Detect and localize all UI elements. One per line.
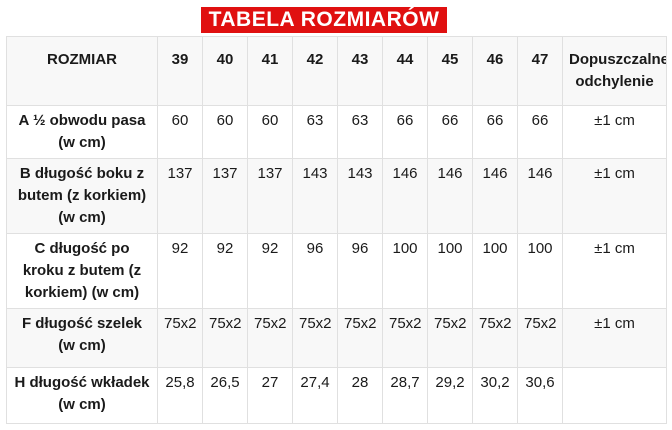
value-cell: 96 xyxy=(337,233,383,309)
header-row: ROZMIAR 39 40 41 42 43 44 45 46 47 Dopuszczalne od… xyxy=(6,36,667,106)
value-cell: 25,8 xyxy=(157,367,203,424)
column-header-size-47: 47 xyxy=(517,36,563,106)
size-table: ROZMIAR 39 40 41 42 43 44 45 46 47 Dopuszczalne od… xyxy=(6,36,667,424)
deviation-cell: ±1 cm xyxy=(562,105,667,159)
value-cell: 100 xyxy=(382,233,428,309)
deviation-cell: ±1 cm xyxy=(562,158,667,234)
column-header-size-45: 45 xyxy=(427,36,473,106)
value-cell: 63 xyxy=(337,105,383,159)
banner-container: TABELA ROZMIARÓW xyxy=(6,7,666,33)
value-cell: 137 xyxy=(157,158,203,234)
table-row: B długość boku z butem (z korkiem) (w cm… xyxy=(6,158,667,234)
value-cell: 146 xyxy=(427,158,473,234)
column-header-size-39: 39 xyxy=(157,36,203,106)
deviation-cell: ±1 cm xyxy=(562,233,667,309)
row-label: B długość boku z butem (z korkiem) (w cm… xyxy=(6,158,158,234)
table-row: C długość po kroku z butem (z korkiem) (… xyxy=(6,233,667,309)
row-label: F długość szelek (w cm) xyxy=(6,308,158,368)
value-cell: 100 xyxy=(427,233,473,309)
value-cell: 66 xyxy=(517,105,563,159)
value-cell: 100 xyxy=(472,233,518,309)
column-header-rozmiar: ROZMIAR xyxy=(6,36,158,106)
value-cell: 75x2 xyxy=(472,308,518,368)
column-header-size-46: 46 xyxy=(472,36,518,106)
value-cell: 30,2 xyxy=(472,367,518,424)
row-label: A ½ obwodu pasa (w cm) xyxy=(6,105,158,159)
value-cell: 66 xyxy=(427,105,473,159)
value-cell: 30,6 xyxy=(517,367,563,424)
value-cell: 75x2 xyxy=(337,308,383,368)
value-cell: 75x2 xyxy=(202,308,248,368)
value-cell: 26,5 xyxy=(202,367,248,424)
row-label: C długość po kroku z butem (z korkiem) (… xyxy=(6,233,158,309)
value-cell: 60 xyxy=(202,105,248,159)
value-cell: 29,2 xyxy=(427,367,473,424)
value-cell: 27 xyxy=(247,367,293,424)
value-cell: 146 xyxy=(382,158,428,234)
value-cell: 146 xyxy=(472,158,518,234)
column-header-size-40: 40 xyxy=(202,36,248,106)
value-cell: 75x2 xyxy=(292,308,338,368)
value-cell: 75x2 xyxy=(247,308,293,368)
value-cell: 28,7 xyxy=(382,367,428,424)
value-cell: 63 xyxy=(292,105,338,159)
value-cell: 137 xyxy=(202,158,248,234)
value-cell: 92 xyxy=(157,233,203,309)
value-cell: 27,4 xyxy=(292,367,338,424)
column-header-size-41: 41 xyxy=(247,36,293,106)
value-cell: 137 xyxy=(247,158,293,234)
value-cell: 75x2 xyxy=(157,308,203,368)
column-header-deviation: Dopuszczalne odchylenie xyxy=(562,36,667,106)
value-cell: 75x2 xyxy=(427,308,473,368)
value-cell: 75x2 xyxy=(517,308,563,368)
value-cell: 60 xyxy=(157,105,203,159)
value-cell: 100 xyxy=(517,233,563,309)
value-cell: 75x2 xyxy=(382,308,428,368)
column-header-size-44: 44 xyxy=(382,36,428,106)
value-cell: 66 xyxy=(472,105,518,159)
table-row: H długość wkładek (w cm) 25,8 26,5 27 27,4 28… xyxy=(6,367,667,424)
value-cell: 60 xyxy=(247,105,293,159)
row-label: H długość wkładek (w cm) xyxy=(6,367,158,424)
value-cell: 146 xyxy=(517,158,563,234)
deviation-cell: ±1 cm xyxy=(562,308,667,368)
table-row: A ½ obwodu pasa (w cm) 60 60 60 63 63 66 66 66 66… xyxy=(6,105,667,159)
value-cell: 143 xyxy=(292,158,338,234)
deviation-cell xyxy=(562,367,667,424)
value-cell: 92 xyxy=(202,233,248,309)
value-cell: 96 xyxy=(292,233,338,309)
value-cell: 143 xyxy=(337,158,383,234)
value-cell: 66 xyxy=(382,105,428,159)
column-header-size-42: 42 xyxy=(292,36,338,106)
value-cell: 28 xyxy=(337,367,383,424)
table-title-banner: TABELA ROZMIARÓW xyxy=(200,7,448,33)
value-cell: 92 xyxy=(247,233,293,309)
table-row: F długość szelek (w cm) 75x2 75x2 75x2 75x2 7… xyxy=(6,308,667,368)
column-header-size-43: 43 xyxy=(337,36,383,106)
